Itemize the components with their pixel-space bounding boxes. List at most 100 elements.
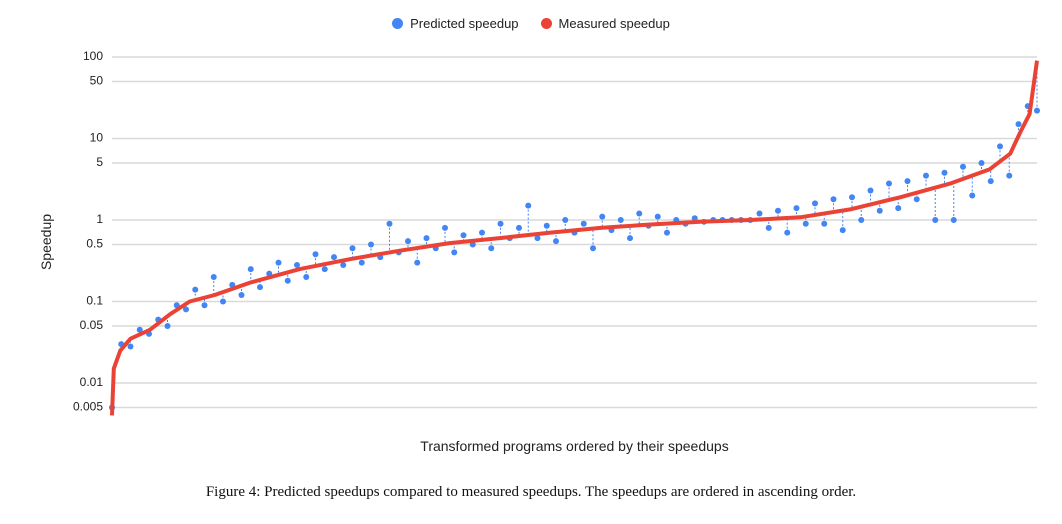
predicted-point [913,196,920,203]
predicted-point [340,262,347,269]
predicted-point [969,192,976,199]
y-tick-label: 0.01 [80,375,104,389]
predicted-point [756,210,763,217]
predicted-point [617,217,624,223]
predicted-point [257,284,263,291]
predicted-point [793,205,800,212]
predicted-point [553,238,559,245]
predicted-point [414,259,421,266]
predicted-point [275,259,282,266]
predicted-point [460,232,467,239]
predicted-point [423,235,430,242]
predicted-point [1034,107,1040,114]
predicted-point [488,245,495,252]
predicted-point [812,200,818,207]
predicted-point [997,143,1003,150]
predicted-point [580,220,587,227]
y-tick-label: 5 [96,155,103,169]
predicted-point [469,241,476,248]
legend-label-predicted: Predicted speedup [410,16,519,31]
y-tick-label: 50 [90,74,104,88]
predicted-point [950,217,957,223]
predicted-point [941,169,948,176]
y-tick-label: 0.1 [86,294,103,308]
predicted-point [765,224,772,231]
y-tick-label: 100 [83,49,103,63]
predicted-point [904,178,911,185]
y-tick-label: 0.05 [80,318,104,332]
predicted-point [895,205,902,212]
legend: Predicted speedup Measured speedup [0,16,1062,31]
predicted-point [247,266,254,273]
predicted-point [358,259,365,266]
predicted-point [923,172,929,179]
predicted-point [497,220,504,227]
measured-line [110,60,1039,416]
predicted-point [590,245,596,252]
predicted-point [664,229,670,236]
predicted-point [136,326,143,333]
predicted-marker-icon [392,18,404,29]
legend-item-measured[interactable]: Measured speedup [540,16,670,31]
legend-item-predicted[interactable]: Predicted speedup [392,16,519,31]
predicted-point [534,235,541,242]
predicted-point [978,160,985,167]
predicted-point [284,277,291,284]
predicted-point [442,224,448,231]
predicted-point [886,180,892,187]
predicted-point [321,266,328,273]
predicted-point [349,245,356,252]
predicted-point [562,217,569,223]
predicted-point [451,249,458,256]
predicted-point [821,220,828,227]
predicted-point [1006,172,1013,179]
predicted-point [1015,121,1022,128]
predicted-point [516,224,522,231]
predicted-point [368,241,374,248]
predicted-point [210,273,217,280]
predicted-point [960,163,966,170]
predicted-point [876,207,883,214]
predicted-point [987,178,994,185]
predicted-point [238,292,245,299]
predicted-point [164,323,171,330]
predicted-point [784,229,791,236]
predicted-point [691,215,698,222]
predicted-point [802,220,809,227]
predicted-point [839,227,846,234]
predicted-point [192,286,199,293]
predicted-point [183,306,189,313]
measured-marker-icon [540,18,552,29]
predicted-point [201,302,208,309]
predicted-point [220,298,226,305]
predicted-point [127,343,134,350]
predicted-point [858,217,865,223]
predicted-point [312,251,319,258]
predicted-point [525,202,532,209]
predicted-point [386,220,393,227]
predicted-point [303,273,310,280]
y-axis-label: Speedup [38,214,54,270]
predicted-point [331,254,337,261]
predicted-point [294,262,300,269]
predicted-point [599,213,606,220]
y-tick-label: 0.005 [73,400,103,414]
predicted-point [654,213,661,220]
y-tick-label: 10 [90,131,104,145]
predicted-point [867,187,874,194]
predicted-point [405,238,411,245]
predicted-point [830,196,837,203]
y-tick-label: 0.5 [86,237,103,251]
predicted-point [636,210,643,217]
figure-caption: Figure 4: Predicted speedups compared to… [205,484,857,500]
x-axis-label: Transformed programs ordered by their sp… [420,438,729,454]
y-tick-label: 1 [96,212,103,226]
predicted-point [932,217,939,223]
predicted-point [479,229,485,236]
legend-label-measured: Measured speedup [558,16,670,31]
predicted-point [849,194,855,201]
predicted-point [775,207,781,214]
predicted-point [543,222,550,229]
predicted-point [627,235,633,242]
